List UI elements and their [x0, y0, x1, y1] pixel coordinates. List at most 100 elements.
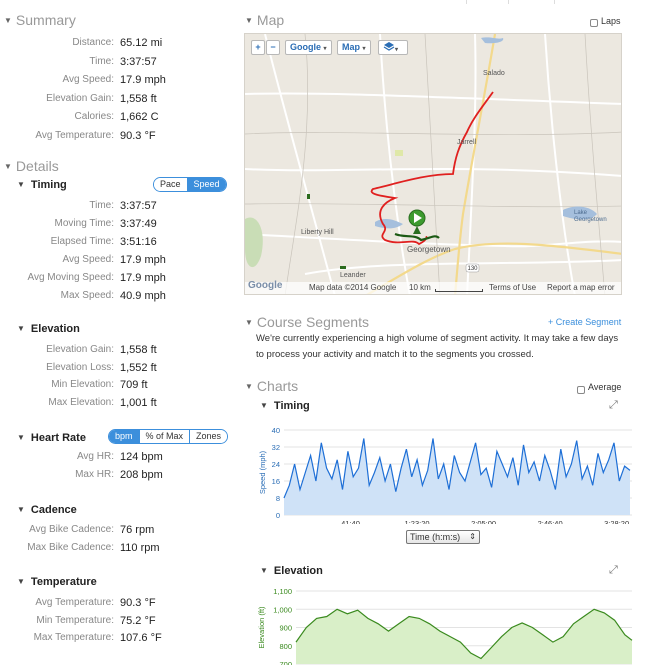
town-label: Georgetown [407, 245, 451, 254]
activity-route [370, 91, 494, 246]
stat-value: 90.3 °F [120, 597, 156, 609]
map-minor-roads [245, 34, 621, 294]
zones-toggle-button[interactable]: Zones [189, 430, 228, 443]
route-map[interactable]: 130 + − Google ▾ Map ▾ ▾ Salado Jarrell … [244, 33, 622, 295]
stat-value: 17.9 mph [120, 74, 166, 86]
stat-value: 3:37:57 [120, 55, 157, 68]
stat-label: Elapsed Time: [50, 236, 114, 247]
stat-row: Max Bike Cadence: 110 rpm [0, 542, 240, 558]
lake-label: Lake Georgetown [574, 210, 607, 223]
start-marker[interactable] [408, 209, 426, 234]
average-checkbox[interactable] [577, 386, 585, 394]
y-tick-label: 8 [276, 494, 280, 503]
stat-label: Min Temperature: [36, 614, 114, 626]
chevron-down-icon: ▾ [395, 47, 399, 53]
heart-rate-header[interactable]: ▼ Heart Rate [17, 432, 86, 444]
zoom-in-button[interactable]: + [251, 40, 265, 55]
map-roads [245, 34, 621, 294]
stat-label: Max Speed: [60, 290, 114, 301]
map-marker-small [340, 266, 346, 269]
stat-value: 1,552 ft [120, 361, 157, 374]
stat-label: Avg Temperature: [35, 129, 114, 141]
create-segment-link[interactable]: + Create Segment [548, 317, 622, 327]
stat-label: Time: [89, 55, 114, 67]
laps-checkbox[interactable] [590, 19, 598, 27]
expand-icon[interactable]: ⤢ [609, 564, 618, 576]
stat-value: 124 bpm [120, 451, 163, 463]
stat-row: Avg Temperature: 90.3 °F [0, 130, 240, 146]
pace-toggle-button[interactable]: Pace [154, 178, 187, 191]
stat-label: Elevation Gain: [46, 92, 114, 104]
speed-chart[interactable]: 0 8 16 24 32 40 Speed (mph) 41:40 1:23:20 2:05:00… [248, 422, 638, 524]
stat-label: Moving Time: [54, 218, 114, 229]
map-layers-button[interactable]: ▾ [378, 40, 408, 55]
caret-down-icon: ▼ [260, 401, 268, 410]
cadence-header[interactable]: ▼ Cadence [17, 504, 77, 516]
y-tick-label: 800 [279, 642, 292, 651]
speed-toggle-button[interactable]: Speed [186, 178, 226, 191]
stat-row: Max Temperature: 107.6 °F [0, 632, 240, 648]
caret-down-icon: ▼ [245, 382, 253, 391]
percent-max-toggle-button[interactable]: % of Max [138, 430, 190, 443]
stat-value: 65.12 mi [120, 37, 163, 49]
charts-header[interactable]: ▼ Charts [245, 378, 299, 394]
y-tick-label: 32 [272, 443, 280, 452]
bpm-toggle-button[interactable]: bpm [109, 430, 139, 443]
y-tick-label: 16 [272, 477, 280, 486]
map-header[interactable]: ▼ Map [245, 12, 285, 28]
stat-row: Calories: 1,662 C [0, 111, 240, 127]
stat-value: 1,558 ft [120, 92, 157, 105]
summary-header[interactable]: ▼ Summary [4, 12, 76, 28]
zoom-out-button[interactable]: − [266, 40, 280, 55]
map-lake-granger [563, 206, 597, 220]
stat-label: Min Elevation: [51, 379, 114, 390]
stat-row: Avg Bike Cadence: 76 rpm [0, 524, 240, 540]
elevation-chart-header[interactable]: ▼ Elevation [260, 565, 323, 577]
y-tick-label: 900 [279, 624, 292, 633]
map-footer: Google Map data ©2014 Google 10 km Terms… [245, 280, 621, 294]
town-label: Jarrell [457, 139, 477, 146]
stat-value: 3:51:16 [120, 236, 157, 248]
map-park [245, 217, 263, 268]
heart-rate-unit-toggle: bpm % of Max Zones [108, 429, 229, 444]
stat-label: Distance: [72, 37, 114, 48]
y-tick-label: 1,000 [273, 605, 292, 614]
map-type-value: Map [342, 42, 360, 52]
series-area [296, 609, 632, 664]
stat-row: Distance: 65.12 mi [0, 37, 240, 53]
stat-row: Elevation Gain: 1,558 ft [0, 93, 240, 109]
caret-down-icon: ▼ [4, 16, 12, 25]
y-axis-title: Elevation (ft) [257, 606, 266, 649]
town-label: Leander [340, 272, 366, 279]
stat-value: 3:37:49 [120, 218, 157, 230]
route-lap-segment [394, 232, 440, 242]
stat-row: Time: 3:37:57 [0, 200, 240, 216]
report-map-error-link[interactable]: Report a map error [547, 283, 615, 292]
x-tick-label: 2:05:00 [471, 519, 496, 524]
caret-down-icon: ▼ [17, 433, 25, 442]
stat-value: 208 bpm [120, 469, 163, 481]
map-type-select[interactable]: Map ▾ [337, 40, 371, 55]
temperature-header[interactable]: ▼ Temperature [17, 576, 97, 588]
course-segments-header[interactable]: ▼ Course Segments [245, 314, 369, 330]
stat-label: Avg Speed: [62, 74, 114, 85]
expand-icon[interactable]: ⤢ [609, 399, 618, 411]
map-highways [366, 34, 621, 294]
terms-link[interactable]: Terms of Use [489, 283, 537, 292]
details-header[interactable]: ▼ Details [4, 158, 59, 174]
elevation-chart[interactable]: 700 800 900 1,000 1,100 Elevation (ft) [248, 584, 638, 665]
town-label: Liberty Hill [301, 229, 334, 236]
y-tick-label: 40 [272, 426, 280, 435]
pace-speed-toggle: Pace Speed [153, 177, 227, 192]
stat-label: Max HR: [75, 469, 114, 480]
stat-row: Elevation Loss: 1,552 ft [0, 362, 240, 378]
x-axis-select[interactable]: Time (h:m:s) ⇕ [406, 530, 480, 544]
timing-header[interactable]: ▼ Timing [17, 179, 67, 191]
stat-label: Max Elevation: [48, 396, 114, 408]
timing-chart-header[interactable]: ▼ Timing [260, 400, 310, 412]
stat-label: Time: [89, 200, 114, 211]
x-tick-label: 3:28:20 [604, 519, 629, 524]
map-provider-select[interactable]: Google ▾ [285, 40, 332, 55]
elevation-header[interactable]: ▼ Elevation [17, 323, 80, 335]
stat-value: 75.2 °F [120, 614, 156, 627]
